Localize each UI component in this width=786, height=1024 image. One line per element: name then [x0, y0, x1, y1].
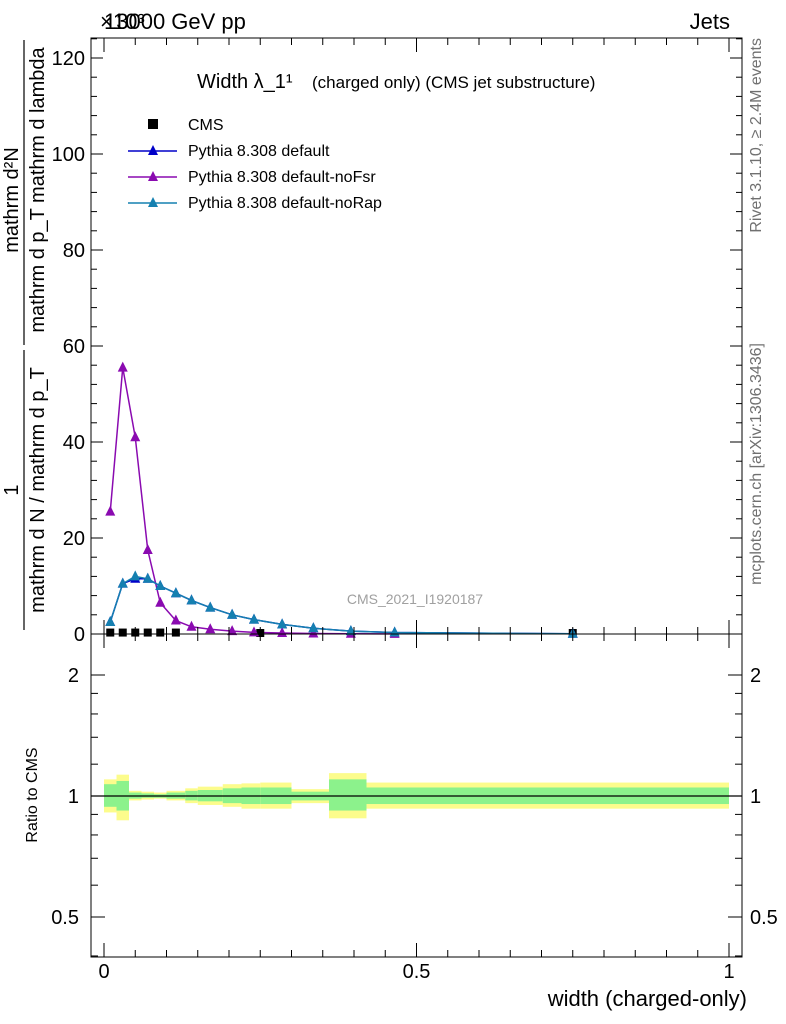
legend: CMS Pythia 8.308 default Pythia 8.308 de… — [128, 117, 382, 212]
ratio-panel: 0.5 0.51 12 2 0 0.5 1 Ratio to CMS — [24, 633, 778, 983]
y-tick-label: 20 — [63, 528, 85, 550]
plot-title-note: (charged only) (CMS jet substructure) — [312, 73, 595, 92]
series-point — [130, 570, 141, 581]
legend-label-cms: CMS — [188, 117, 224, 134]
ratio-y-ticks: 0.5 0.5 1 1 2 2 — [51, 665, 778, 957]
series-point — [308, 627, 319, 638]
series-point — [117, 577, 128, 588]
series-point — [227, 608, 238, 619]
legend-marker-nofsr — [148, 171, 158, 181]
series-line — [109, 575, 573, 635]
x-tick-label: 0.5 — [403, 961, 431, 983]
main-curves — [109, 367, 573, 635]
series-point — [105, 505, 116, 516]
ylabel-numerator-left: 1 — [1, 484, 23, 495]
x-tick-label: 0 — [98, 961, 109, 983]
series-point — [308, 622, 319, 633]
y-tick-label: 40 — [63, 432, 85, 454]
x-axis-label: width (charged-only) — [547, 986, 747, 1011]
series-point — [277, 627, 288, 638]
series-point — [170, 587, 181, 598]
series-point — [227, 625, 238, 636]
ratio-y-tick-label-right: 0.5 — [750, 907, 778, 929]
ratio-y-tick-label-right: 2 — [750, 665, 761, 687]
series-point — [186, 594, 197, 605]
series-point — [186, 620, 197, 631]
data-point — [143, 628, 152, 637]
y-tick-label: 60 — [63, 336, 85, 358]
ratio-y-tick-label: 0.5 — [51, 907, 79, 929]
energy-label: 13000 GeV pp — [104, 9, 246, 34]
series-point — [142, 544, 153, 554]
y-tick-label: 120 — [52, 48, 85, 70]
main-y-axis-label: 1 mathrm d N / mathrm d p_T mathrm d²N m… — [1, 40, 49, 630]
y-tick-label: 80 — [63, 240, 85, 262]
ratio-y-tick-label: 1 — [68, 786, 79, 808]
x-tick-label: 1 — [723, 961, 734, 983]
ratio-y-axis-label: Ratio to CMS — [24, 747, 41, 842]
series-point — [170, 614, 181, 625]
main-panel: 0 20 40 60 80 100 120 CMS_2021_I1920187 Width … — [1, 37, 743, 646]
process-label: Jets — [690, 9, 730, 34]
main-x-ticks — [103, 38, 730, 634]
series-point — [249, 613, 259, 624]
ratio-bands — [104, 773, 729, 821]
legend-marker-norap — [148, 197, 158, 207]
series-point — [155, 596, 166, 607]
ylabel-denominator-right: mathrm d p_T mathrm d lambda — [27, 46, 49, 332]
y-tick-label: 100 — [52, 144, 85, 166]
plot-title: Width λ_1¹ — [197, 71, 293, 93]
ratio-x-ticks: 0 0.5 1 — [98, 634, 735, 983]
series-point — [205, 623, 216, 634]
ratio-y-tick-label: 2 — [68, 665, 79, 687]
legend-marker-cms — [148, 119, 158, 129]
series-point — [389, 626, 400, 637]
exponent-label: ×10³ — [100, 9, 145, 34]
series-point — [105, 616, 116, 626]
ylabel-denominator-left: mathrm d N / mathrm d p_T — [27, 367, 49, 613]
ylabel-numerator-right: mathrm d²N — [1, 147, 23, 253]
legend-marker-default — [148, 145, 158, 155]
series-point — [142, 572, 153, 583]
main-markers — [105, 361, 578, 638]
series-point — [277, 618, 288, 629]
series-point — [155, 580, 166, 590]
legend-label-nofsr: Pythia 8.308 default-noFsr — [188, 169, 376, 186]
ratio-y-tick-label-right: 1 — [750, 786, 761, 808]
main-y-ticks: 0 20 40 60 80 100 120 — [52, 38, 742, 646]
rivet-version-label: Rivet 3.1.10, ≥ 2.4M events — [748, 38, 765, 233]
series-point — [130, 431, 141, 442]
ratio-inner-band — [329, 779, 367, 811]
mcplots-label: mcplots.cern.ch [arXiv:1306.3436] — [748, 343, 765, 585]
data-point — [156, 628, 165, 637]
series-point — [205, 601, 216, 612]
series-line — [109, 367, 395, 635]
legend-label-norap: Pythia 8.308 default-noRap — [188, 195, 382, 212]
data-point — [118, 628, 127, 637]
y-tick-label: 0 — [74, 624, 85, 646]
legend-label-default: Pythia 8.308 default — [188, 143, 330, 160]
data-point — [106, 628, 115, 637]
watermark: CMS_2021_I1920187 — [347, 591, 483, 607]
series-line — [109, 578, 573, 635]
series-point — [117, 361, 128, 372]
series-point — [345, 625, 356, 636]
data-point — [171, 628, 180, 637]
